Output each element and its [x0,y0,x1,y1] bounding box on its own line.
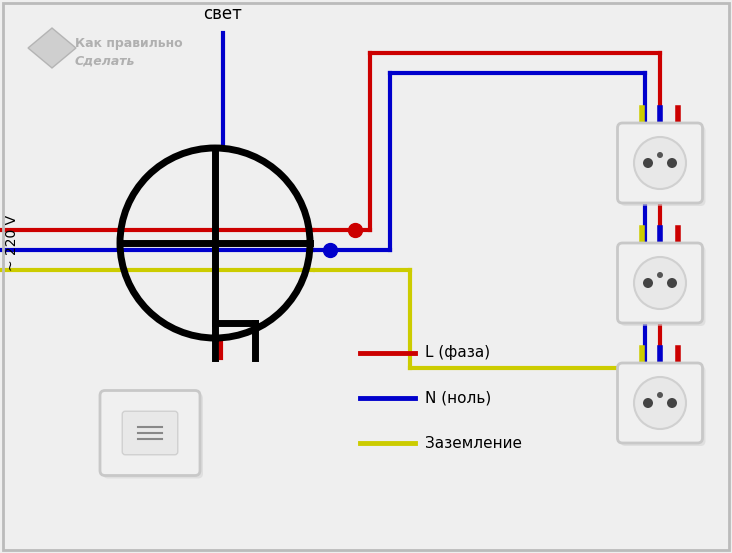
FancyBboxPatch shape [103,394,203,478]
FancyBboxPatch shape [618,363,703,443]
FancyBboxPatch shape [621,366,706,446]
Text: Как правильно: Как правильно [75,36,182,50]
Circle shape [657,272,663,278]
Circle shape [643,158,653,168]
Circle shape [667,158,677,168]
Circle shape [643,278,653,288]
FancyBboxPatch shape [621,246,706,326]
FancyBboxPatch shape [100,390,200,476]
Circle shape [643,398,653,408]
Circle shape [634,377,686,429]
Circle shape [667,278,677,288]
Circle shape [657,392,663,398]
FancyBboxPatch shape [618,123,703,203]
Circle shape [634,257,686,309]
FancyBboxPatch shape [122,411,178,455]
Polygon shape [28,28,76,68]
Text: Сделать: Сделать [75,55,135,67]
Circle shape [667,398,677,408]
FancyBboxPatch shape [618,243,703,323]
Text: свет: свет [203,5,242,23]
Text: L (фаза): L (фаза) [425,346,490,361]
FancyBboxPatch shape [621,126,706,206]
Text: N (ноль): N (ноль) [425,390,491,405]
Text: ~ 220 V: ~ 220 V [5,215,19,271]
Text: Заземление: Заземление [425,436,522,451]
Circle shape [634,137,686,189]
Circle shape [657,152,663,158]
